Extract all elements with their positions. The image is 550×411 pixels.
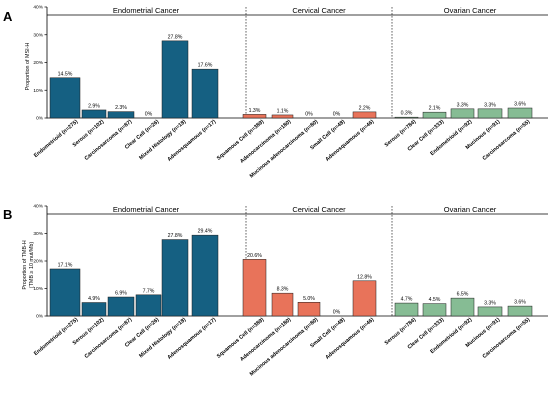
bar [422,303,447,317]
data-label: 6.9% [115,291,127,297]
chart-panel-a: A 0% 10% 20% 30% 40% Proportion of MSI-H Endome… [3,5,548,179]
data-label: 2.1% [429,106,441,112]
data-label: 12.8% [357,274,372,280]
bar [49,268,81,317]
bar [394,116,419,119]
y-axis-label: Proportion of TMB-H [22,240,28,289]
y-axis-label: Proportion of MSI-H [25,43,31,91]
bar [242,259,267,317]
bar [422,111,447,119]
bar [507,107,533,119]
category-label: Mixed Histology (n=18) [138,119,187,162]
data-label: 7.7% [143,288,155,294]
data-label: 29.4% [198,229,213,235]
data-label: 4.7% [401,297,413,303]
data-label: 2.9% [88,103,100,109]
y-tick-label: 10% [33,88,43,94]
data-label: 0% [305,112,313,118]
bar [271,292,294,317]
group-title: Ovarian Cancer [444,6,497,15]
bar [507,305,533,317]
bar [477,306,503,317]
chart-panel-b: B 0% 10% 20% 30% 40% Proportion of TMB-H (TMB ≥… [3,204,548,377]
bar [191,234,219,317]
category-label: Carcinosarcoma (n=87) [84,119,134,162]
bar [49,77,81,119]
bar [271,114,294,119]
category-label: Adenosquamous (n=17) [166,317,217,361]
data-label: 0% [145,112,153,118]
data-label: 4.9% [88,296,100,302]
data-label: 27.8% [168,34,183,40]
bar [135,294,162,317]
y-tick-label: 20% [33,259,43,265]
panel-letter: B [3,207,12,222]
data-label: 3.6% [514,300,526,306]
bar [297,302,321,317]
data-label: 8.3% [277,287,289,293]
y-tick-label: 10% [33,286,43,292]
y-tick-label: 0% [36,314,44,320]
bar [450,108,475,119]
bar [81,302,107,317]
bar [161,239,189,317]
data-label: 3.3% [484,300,496,306]
category-label: Adenocarcinoma (n=180) [239,119,292,165]
group-title: Cervical Cancer [292,205,346,214]
category-label: Adenocarcinoma (n=180) [239,317,292,363]
y-tick-label: 40% [33,204,43,210]
y-tick-label: 0% [36,116,44,122]
bar [477,108,503,119]
group-title: Endometrial Cancer [113,6,180,15]
bar [394,302,419,317]
data-label: 17.1% [58,262,73,268]
data-label: 1.1% [277,108,289,114]
data-label: 20.6% [247,253,262,259]
category-label: Adenosquamous (n=46) [324,317,375,361]
data-label: 0% [333,112,341,118]
y-tick-label: 20% [33,60,43,66]
bar [352,280,377,317]
group-title: Ovarian Cancer [444,205,497,214]
bar [81,109,107,119]
category-label: Squamous Cell (n=389) [216,317,266,360]
bar [161,40,189,119]
bar [450,297,475,317]
data-label: 4.5% [429,297,441,303]
data-label: 3.3% [484,102,496,108]
category-label: Adenosquamous (n=17) [166,119,217,163]
category-label: Endometrioid (n=275) [33,119,79,159]
data-label: 3.3% [457,102,469,108]
data-label: 27.8% [168,233,183,239]
category-label: Endometrioid (n=275) [33,317,79,357]
data-label: 5.0% [303,296,315,302]
bar [107,296,135,317]
y-tick-label: 30% [33,32,43,38]
category-label: Mixed Histology (n=18) [138,317,187,360]
panel-letter: A [3,9,13,24]
category-label: Adenosquamous (n=46) [324,119,375,163]
data-label: 2.3% [115,105,127,111]
category-label: Carcinosarcoma (n=87) [84,317,134,360]
data-label: 17.6% [198,63,213,69]
category-label: Squamous Cell (n=389) [216,119,266,162]
bar [191,68,219,119]
data-label: 3.6% [514,102,526,108]
data-label: 14.5% [58,71,73,77]
data-label: 0.3% [401,111,413,117]
y-axis-label-line2: (TMB ≥ 10 mut/Mb) [29,242,35,289]
group-title: Cervical Cancer [292,6,346,15]
y-tick-label: 40% [33,5,43,11]
group-title: Endometrial Cancer [113,205,180,214]
data-label: 6.5% [457,292,469,298]
data-label: 0% [333,310,341,316]
data-label: 1.3% [249,108,261,114]
bar [107,111,135,119]
data-label: 2.2% [359,105,371,111]
bar [242,114,267,119]
y-tick-label: 30% [33,231,43,237]
bar [352,111,377,119]
